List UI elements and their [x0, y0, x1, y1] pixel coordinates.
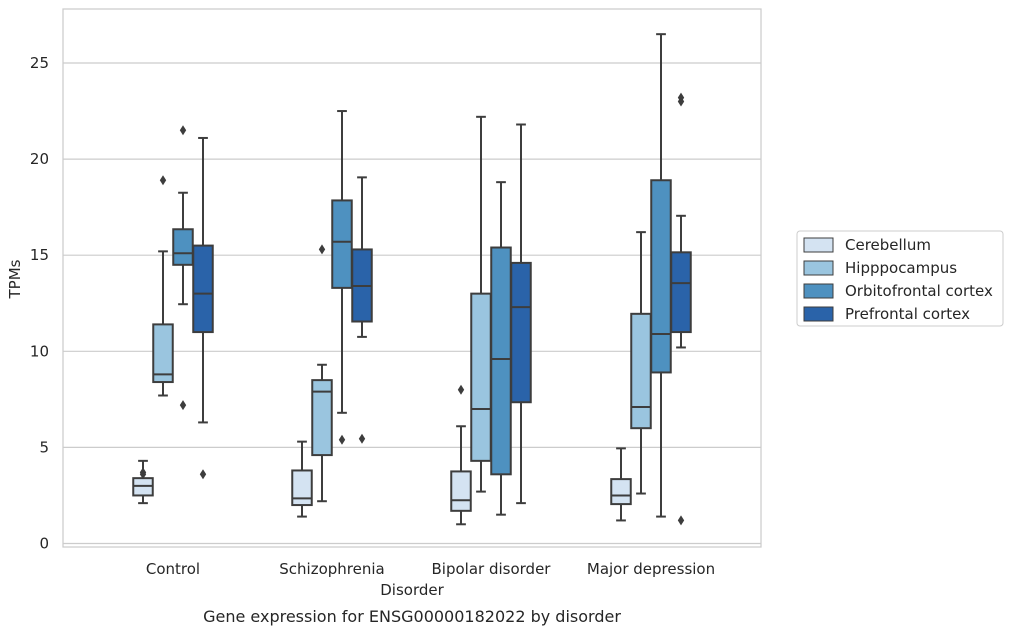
x-axis-label: Disorder — [380, 581, 444, 599]
legend-frame — [796, 230, 1004, 327]
outlier-point — [358, 433, 366, 444]
y-tick-label: 15 — [30, 246, 49, 264]
box — [192, 136, 214, 480]
series-hipppocampus — [152, 115, 652, 503]
box — [670, 92, 692, 526]
chart-caption: Gene expression for ENSG00000182022 by d… — [203, 607, 621, 626]
box — [351, 176, 373, 444]
box — [630, 231, 652, 495]
plot-frame — [62, 8, 762, 548]
legend-label: Prefrontal cortex — [845, 305, 970, 323]
box-body — [510, 261, 532, 404]
y-tick-label: 10 — [30, 342, 49, 360]
x-tick-label: Control — [146, 560, 200, 578]
box-body — [630, 312, 652, 430]
box — [510, 123, 532, 505]
box — [610, 447, 632, 522]
x-tick-label: Bipolar disorder — [432, 560, 552, 578]
y-tick-label: 20 — [30, 150, 49, 168]
outlier-point — [677, 92, 685, 103]
box-body — [470, 292, 492, 462]
box-body — [650, 179, 672, 374]
legend-swatch — [803, 260, 834, 276]
box — [172, 125, 194, 411]
outlier-point — [179, 125, 187, 136]
box-body — [152, 323, 174, 384]
box-body — [311, 379, 333, 457]
legend-swatch — [803, 237, 834, 253]
legend-label: Cerebellum — [845, 236, 931, 254]
x-tick-label: Schizophrenia — [279, 560, 384, 578]
y-tick-label: 5 — [39, 438, 49, 456]
box — [450, 384, 472, 526]
outlier-point — [338, 434, 346, 445]
box-body — [610, 478, 632, 506]
box-body — [670, 251, 692, 334]
outlier-point — [677, 515, 685, 526]
box-body — [450, 470, 472, 512]
legend-swatch — [803, 306, 834, 322]
x-tick-label: Major depression — [587, 560, 715, 578]
y-axis-label: TPMs — [6, 259, 24, 299]
box — [152, 175, 174, 397]
legend: Cerebellum Hipppocampus Orbitofrontal cort… — [796, 230, 1004, 327]
legend-label: Hipppocampus — [845, 259, 957, 277]
series-cerebellum — [132, 384, 632, 526]
box — [132, 459, 154, 505]
box — [331, 110, 353, 445]
box-series — [132, 33, 692, 526]
outlier-point — [199, 469, 207, 480]
box — [470, 115, 492, 493]
outlier-point — [318, 244, 326, 255]
series-orbitofrontal-cortex — [172, 33, 672, 518]
box — [650, 33, 672, 518]
box-body — [291, 469, 313, 507]
legend-label: Orbitofrontal cortex — [845, 282, 993, 300]
box-body — [172, 228, 194, 266]
legend-swatch — [803, 283, 834, 299]
series-prefrontal-cortex — [192, 92, 692, 526]
outlier-point — [159, 175, 167, 186]
outlier-point — [139, 467, 147, 478]
y-tick-label: 25 — [30, 54, 49, 72]
box-body — [192, 244, 214, 334]
x-tick-labels: Control Schizophrenia Bipolar disorder Majo… — [146, 560, 715, 578]
box — [490, 181, 512, 516]
y-tick-label: 0 — [39, 535, 49, 553]
box — [291, 440, 313, 518]
box-body — [490, 246, 512, 476]
outlier-point — [457, 384, 465, 395]
outlier-point — [179, 400, 187, 411]
y-tick-labels: 0 5 10 15 20 25 — [30, 54, 49, 553]
box-body — [331, 199, 353, 289]
box — [311, 244, 333, 503]
